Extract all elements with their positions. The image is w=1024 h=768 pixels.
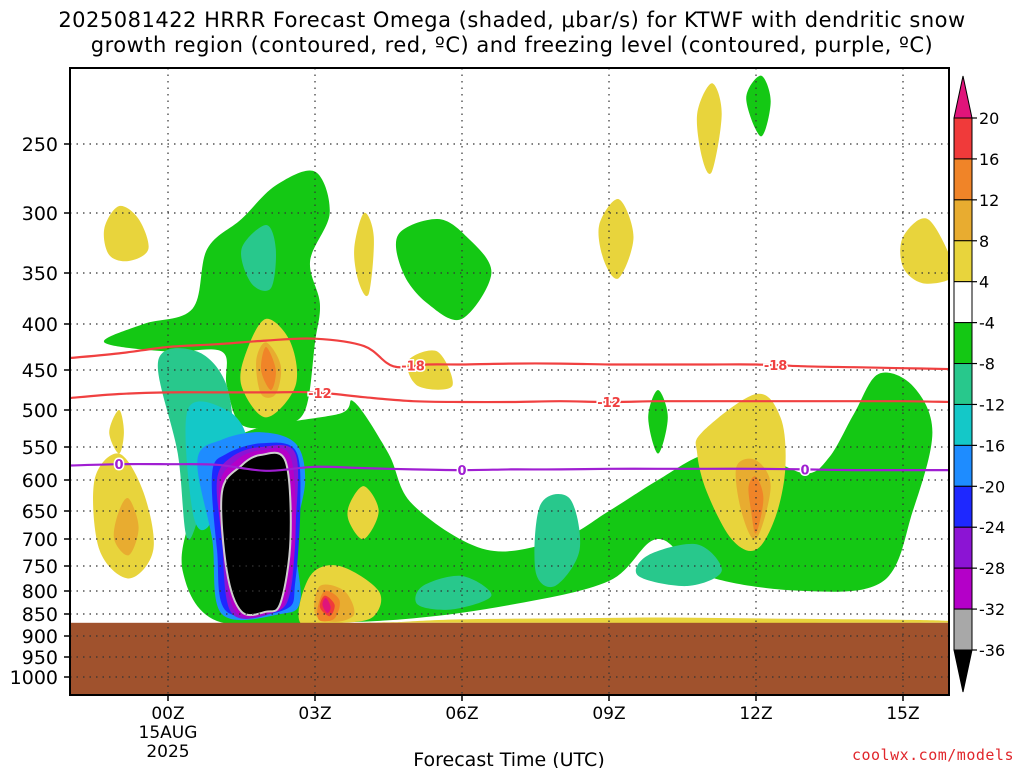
omega-region [260, 347, 276, 390]
omega-region [635, 543, 722, 587]
y-tick-label: 300 [22, 203, 58, 225]
omega-region [534, 494, 581, 588]
contour-label: 0 [800, 463, 809, 478]
omega-colorbar: 20 16 12 8 4 -4 -8 -12 -16 -20 -24 -28 -32 -36 [953, 75, 1005, 693]
omega-region [113, 498, 139, 556]
plot-frame [69, 67, 950, 696]
colorbar-swatch [953, 322, 973, 365]
colorbar-label: -8 [979, 355, 995, 374]
contour-label: -12 [308, 387, 332, 402]
y-tick-label: 700 [22, 529, 58, 551]
omega-region [598, 199, 634, 279]
colorbar-label: 12 [979, 191, 999, 210]
source-watermark: coolwx.com/models [851, 746, 1014, 764]
y-tick-label: 600 [22, 470, 58, 492]
colorbar-swatch [953, 158, 973, 201]
x-tick-year: 2025 [146, 742, 189, 762]
chart-title-line2: growth region (contoured, red, ºC) and f… [90, 33, 934, 57]
colorbar-swatch [953, 199, 973, 242]
x-tick-label: 09Z [592, 704, 625, 724]
y-tick-label: 850 [22, 604, 58, 626]
colorbar-label: -32 [979, 600, 1005, 619]
contour-label: -18 [764, 359, 788, 374]
colorbar-swatch [953, 363, 973, 405]
colorbar-swatch [953, 567, 973, 610]
y-tick-label: 550 [22, 437, 58, 459]
x-tick-label: 03Z [298, 704, 331, 724]
colorbar-label: -16 [979, 436, 1005, 455]
omega-region [181, 372, 933, 626]
y-tick-label: 750 [22, 556, 58, 578]
y-tick-label: 250 [22, 134, 58, 156]
omega-region [347, 486, 379, 540]
omega-region [109, 410, 124, 454]
colorbar-label: 4 [979, 273, 989, 292]
omega-shaded-field [93, 75, 949, 627]
omega-region [415, 575, 492, 610]
contour-line [70, 337, 949, 371]
omega-region [103, 205, 149, 262]
x-tick-date: 15AUG [139, 723, 198, 743]
colorbar-label: -20 [979, 477, 1005, 496]
omega-region [900, 218, 949, 284]
colorbar-label: -28 [979, 559, 1005, 578]
contour-line [70, 390, 949, 404]
y-tick-label: 800 [22, 581, 58, 603]
omega-region [361, 617, 949, 624]
pressure-axis: 2503003504004505005506006507007508008509… [10, 134, 70, 689]
omega-region [746, 75, 771, 137]
colorbar-label: -12 [979, 395, 1005, 414]
x-axis-label: Forecast Time (UTC) [413, 749, 604, 768]
colorbar-swatch [953, 608, 973, 651]
colorbar-swatch [953, 240, 973, 283]
contour-label: -18 [401, 359, 425, 374]
temperature-contours: -18 -18 -12 -12 0 0 0 [70, 337, 949, 481]
omega-region [220, 451, 292, 617]
colorbar-label: -24 [979, 518, 1005, 537]
colorbar-swatch [953, 444, 973, 487]
y-tick-label: 450 [22, 360, 58, 382]
y-tick-label: 1000 [10, 667, 58, 689]
colorbar-label: 20 [979, 109, 999, 128]
omega-region [648, 390, 668, 454]
y-tick-label: 950 [22, 647, 58, 669]
contour-label: 0 [114, 458, 123, 473]
y-tick-label: 500 [22, 400, 58, 422]
dotted-grid [70, 68, 949, 695]
omega-region [395, 218, 492, 321]
omega-region [696, 83, 722, 174]
colorbar-arrow-top [953, 75, 973, 119]
colorbar-swatch [953, 526, 973, 569]
x-tick-label: 15Z [886, 704, 919, 724]
x-tick-label: 00Z [151, 704, 184, 724]
colorbar-label: 8 [979, 232, 989, 251]
omega-region [322, 597, 331, 614]
y-tick-label: 350 [22, 263, 58, 285]
colorbar-swatch [953, 485, 973, 528]
colorbar-swatch [953, 403, 973, 446]
colorbar-arrow-bottom [953, 649, 973, 693]
x-tick-label: 06Z [445, 704, 478, 724]
colorbar-label: 16 [979, 150, 999, 169]
below-ground-mask [70, 622, 949, 695]
y-tick-label: 900 [22, 626, 58, 648]
contour-line [70, 462, 949, 472]
colorbar-label: -36 [979, 641, 1005, 660]
omega-region [407, 350, 453, 390]
contour-label: -12 [597, 396, 621, 411]
chart-title: 2025081422 HRRR Forecast Omega (shaded, … [0, 8, 1024, 58]
x-tick-label: 12Z [739, 704, 772, 724]
colorbar-swatch [953, 281, 973, 324]
chart-title-line1: 2025081422 HRRR Forecast Omega (shaded, … [58, 8, 966, 32]
colorbar-label: -4 [979, 314, 995, 333]
colorbar-swatch [953, 117, 973, 160]
omega-region [241, 225, 276, 291]
omega-region [354, 212, 374, 297]
y-tick-label: 400 [22, 314, 58, 336]
y-tick-label: 650 [22, 501, 58, 523]
contour-label: 0 [457, 464, 466, 479]
